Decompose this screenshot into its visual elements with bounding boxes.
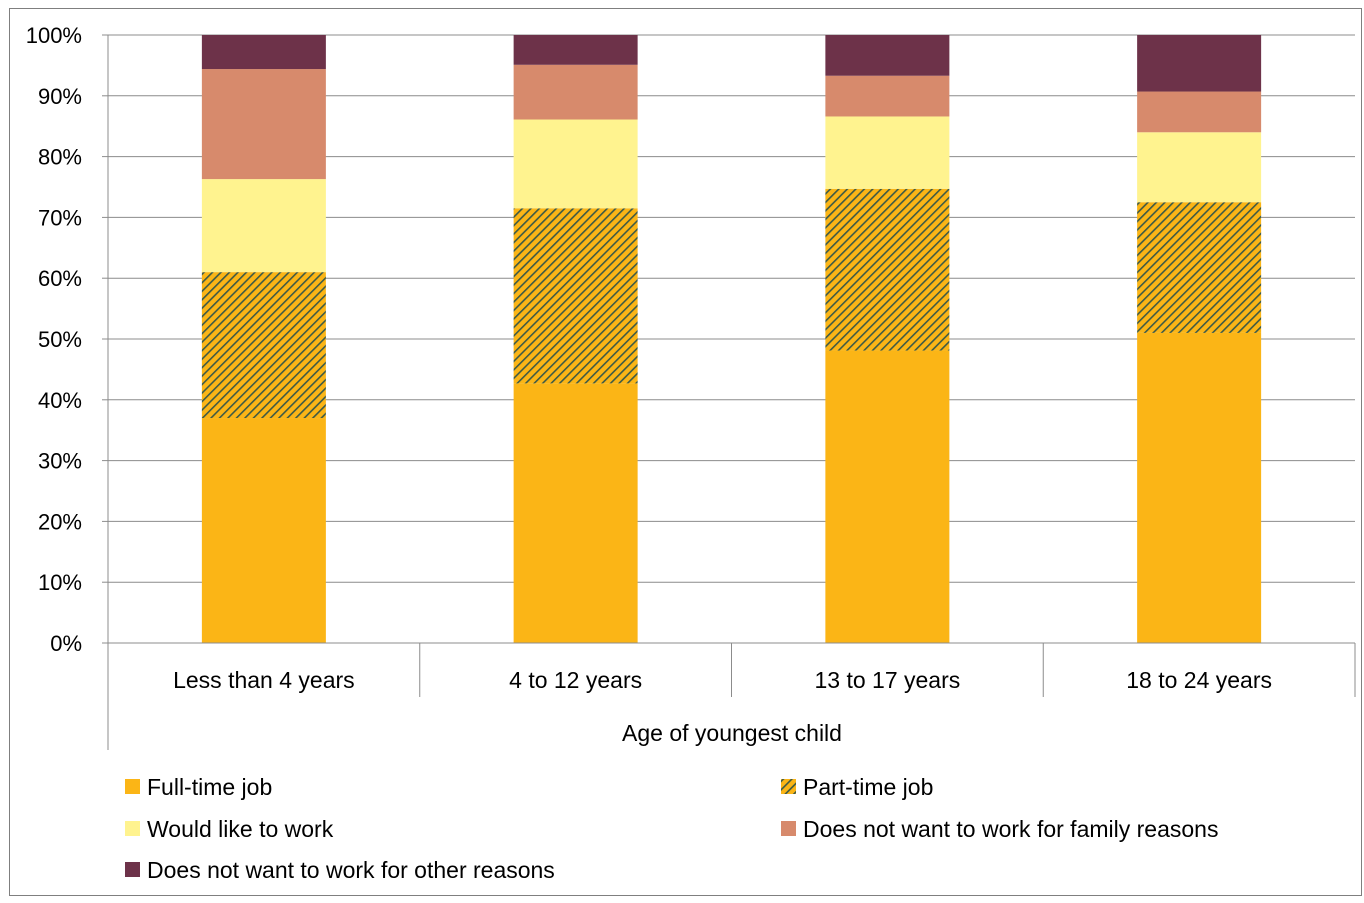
- y-tick-label: 30%: [38, 449, 82, 474]
- y-tick-label: 20%: [38, 509, 82, 534]
- y-tick-label: 70%: [38, 205, 82, 230]
- legend-swatch: [781, 779, 796, 794]
- bar-segment: [825, 188, 950, 351]
- bar-segment: [825, 35, 950, 76]
- y-tick-label: 10%: [38, 570, 82, 595]
- y-tick-label: 0%: [50, 631, 82, 656]
- y-axis-ticks: 0% 10% 20% 30% 40% 50% 60% 70% 80% 90% 100%: [26, 23, 82, 656]
- y-tick-label: 40%: [38, 388, 82, 413]
- x-axis-title: Age of youngest child: [622, 720, 842, 746]
- bar-segment: [513, 383, 638, 643]
- legend-label: Does not want to work for other reasons: [147, 857, 555, 883]
- bar-segment: [513, 35, 638, 65]
- bar-segment: [201, 272, 326, 419]
- bar-segment: [1137, 35, 1262, 92]
- legend: Full-time job Part-time job Would like to …: [125, 774, 1218, 883]
- bar-segment: [1137, 132, 1262, 203]
- x-category-label: 13 to 17 years: [814, 667, 960, 693]
- legend-label: Full-time job: [147, 774, 272, 800]
- bar-segment: [201, 69, 326, 180]
- legend-swatch: [125, 821, 140, 836]
- y-tick-label: 90%: [38, 84, 82, 109]
- x-category-label: Less than 4 years: [173, 667, 355, 693]
- bar-segment: [825, 116, 950, 189]
- legend-label: Part-time job: [803, 774, 933, 800]
- legend-label: Does not want to work for family reasons: [803, 816, 1218, 842]
- axes: [102, 34, 1356, 750]
- legend-label: Would like to work: [147, 816, 334, 842]
- y-tick-label: 100%: [26, 23, 82, 48]
- bar-segment: [513, 64, 638, 120]
- chart-border: [9, 8, 1362, 896]
- y-tick-label: 60%: [38, 266, 82, 291]
- legend-swatch: [125, 779, 140, 794]
- legend-swatch: [781, 821, 796, 836]
- bars: [201, 35, 1262, 643]
- bar-segment: [1137, 332, 1262, 643]
- x-category-label: 18 to 24 years: [1126, 667, 1272, 693]
- bar-segment: [1137, 91, 1262, 133]
- bar-segment: [1137, 202, 1262, 333]
- y-tick-label: 50%: [38, 327, 82, 352]
- bar-segment: [201, 418, 326, 643]
- bar-segment: [825, 350, 950, 643]
- bar-segment: [513, 119, 638, 209]
- x-axis-categories: Less than 4 years 4 to 12 years 13 to 17 y…: [173, 667, 1272, 693]
- x-category-label: 4 to 12 years: [509, 667, 642, 693]
- bar-segment: [201, 179, 326, 273]
- bar-segment: [825, 75, 950, 117]
- y-tick-label: 80%: [38, 145, 82, 170]
- bar-segment: [513, 208, 638, 384]
- bar-segment: [201, 35, 326, 70]
- legend-swatch: [125, 862, 140, 877]
